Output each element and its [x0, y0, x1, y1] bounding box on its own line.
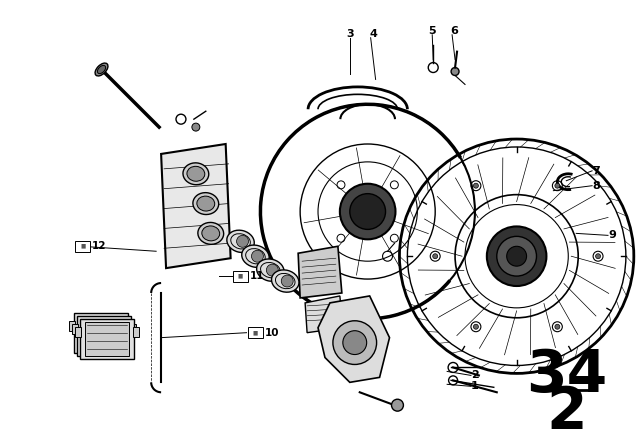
Bar [131, 324, 136, 334]
Text: ■: ■ [253, 330, 258, 335]
Polygon shape [318, 296, 390, 382]
Circle shape [555, 183, 560, 188]
Circle shape [555, 324, 560, 329]
Text: 3: 3 [346, 29, 354, 39]
Text: 2: 2 [546, 383, 587, 441]
Text: 2: 2 [471, 370, 479, 380]
Bar [72, 324, 77, 334]
Circle shape [343, 331, 367, 354]
Text: 8: 8 [592, 181, 600, 191]
Text: 10: 10 [264, 327, 279, 338]
Circle shape [507, 246, 527, 266]
Ellipse shape [197, 196, 215, 211]
Bar [74, 313, 129, 353]
Circle shape [281, 275, 293, 287]
Text: 11: 11 [250, 271, 264, 281]
FancyBboxPatch shape [76, 241, 90, 252]
Ellipse shape [198, 223, 223, 244]
Text: 7: 7 [592, 166, 600, 176]
FancyBboxPatch shape [233, 271, 248, 281]
Ellipse shape [95, 63, 108, 76]
Text: ■: ■ [238, 274, 243, 279]
Bar [82, 319, 126, 353]
Circle shape [474, 324, 478, 329]
Polygon shape [161, 144, 230, 268]
Circle shape [192, 123, 200, 131]
Circle shape [497, 237, 536, 276]
Circle shape [451, 68, 459, 75]
Ellipse shape [183, 163, 209, 185]
Bar [75, 327, 81, 336]
Ellipse shape [97, 65, 106, 73]
Ellipse shape [257, 259, 284, 281]
Bar [133, 327, 140, 336]
Bar [68, 321, 75, 331]
Circle shape [237, 235, 248, 247]
Ellipse shape [202, 226, 220, 241]
Circle shape [252, 250, 264, 262]
Bar [84, 322, 129, 356]
Bar [77, 316, 131, 356]
Circle shape [340, 184, 396, 239]
Text: 12: 12 [92, 241, 106, 251]
Ellipse shape [242, 245, 269, 267]
Ellipse shape [271, 270, 299, 292]
Ellipse shape [187, 166, 205, 181]
Polygon shape [305, 296, 343, 333]
Circle shape [266, 264, 278, 276]
Text: 5: 5 [428, 26, 436, 36]
Text: 34: 34 [525, 347, 607, 404]
Text: 9: 9 [608, 230, 616, 241]
Text: 6: 6 [450, 26, 458, 36]
Polygon shape [298, 246, 342, 298]
Circle shape [392, 399, 403, 411]
Ellipse shape [227, 230, 254, 253]
Circle shape [433, 254, 438, 258]
FancyBboxPatch shape [248, 327, 263, 338]
Bar [79, 316, 124, 349]
Bar [79, 319, 134, 358]
Bar [127, 321, 133, 331]
Circle shape [333, 321, 376, 365]
Circle shape [350, 194, 385, 229]
Circle shape [474, 183, 478, 188]
Text: 1: 1 [471, 381, 479, 391]
Text: 4: 4 [370, 29, 378, 39]
Text: ■: ■ [80, 244, 85, 249]
Circle shape [596, 254, 600, 258]
Circle shape [487, 226, 547, 286]
Ellipse shape [193, 193, 219, 215]
